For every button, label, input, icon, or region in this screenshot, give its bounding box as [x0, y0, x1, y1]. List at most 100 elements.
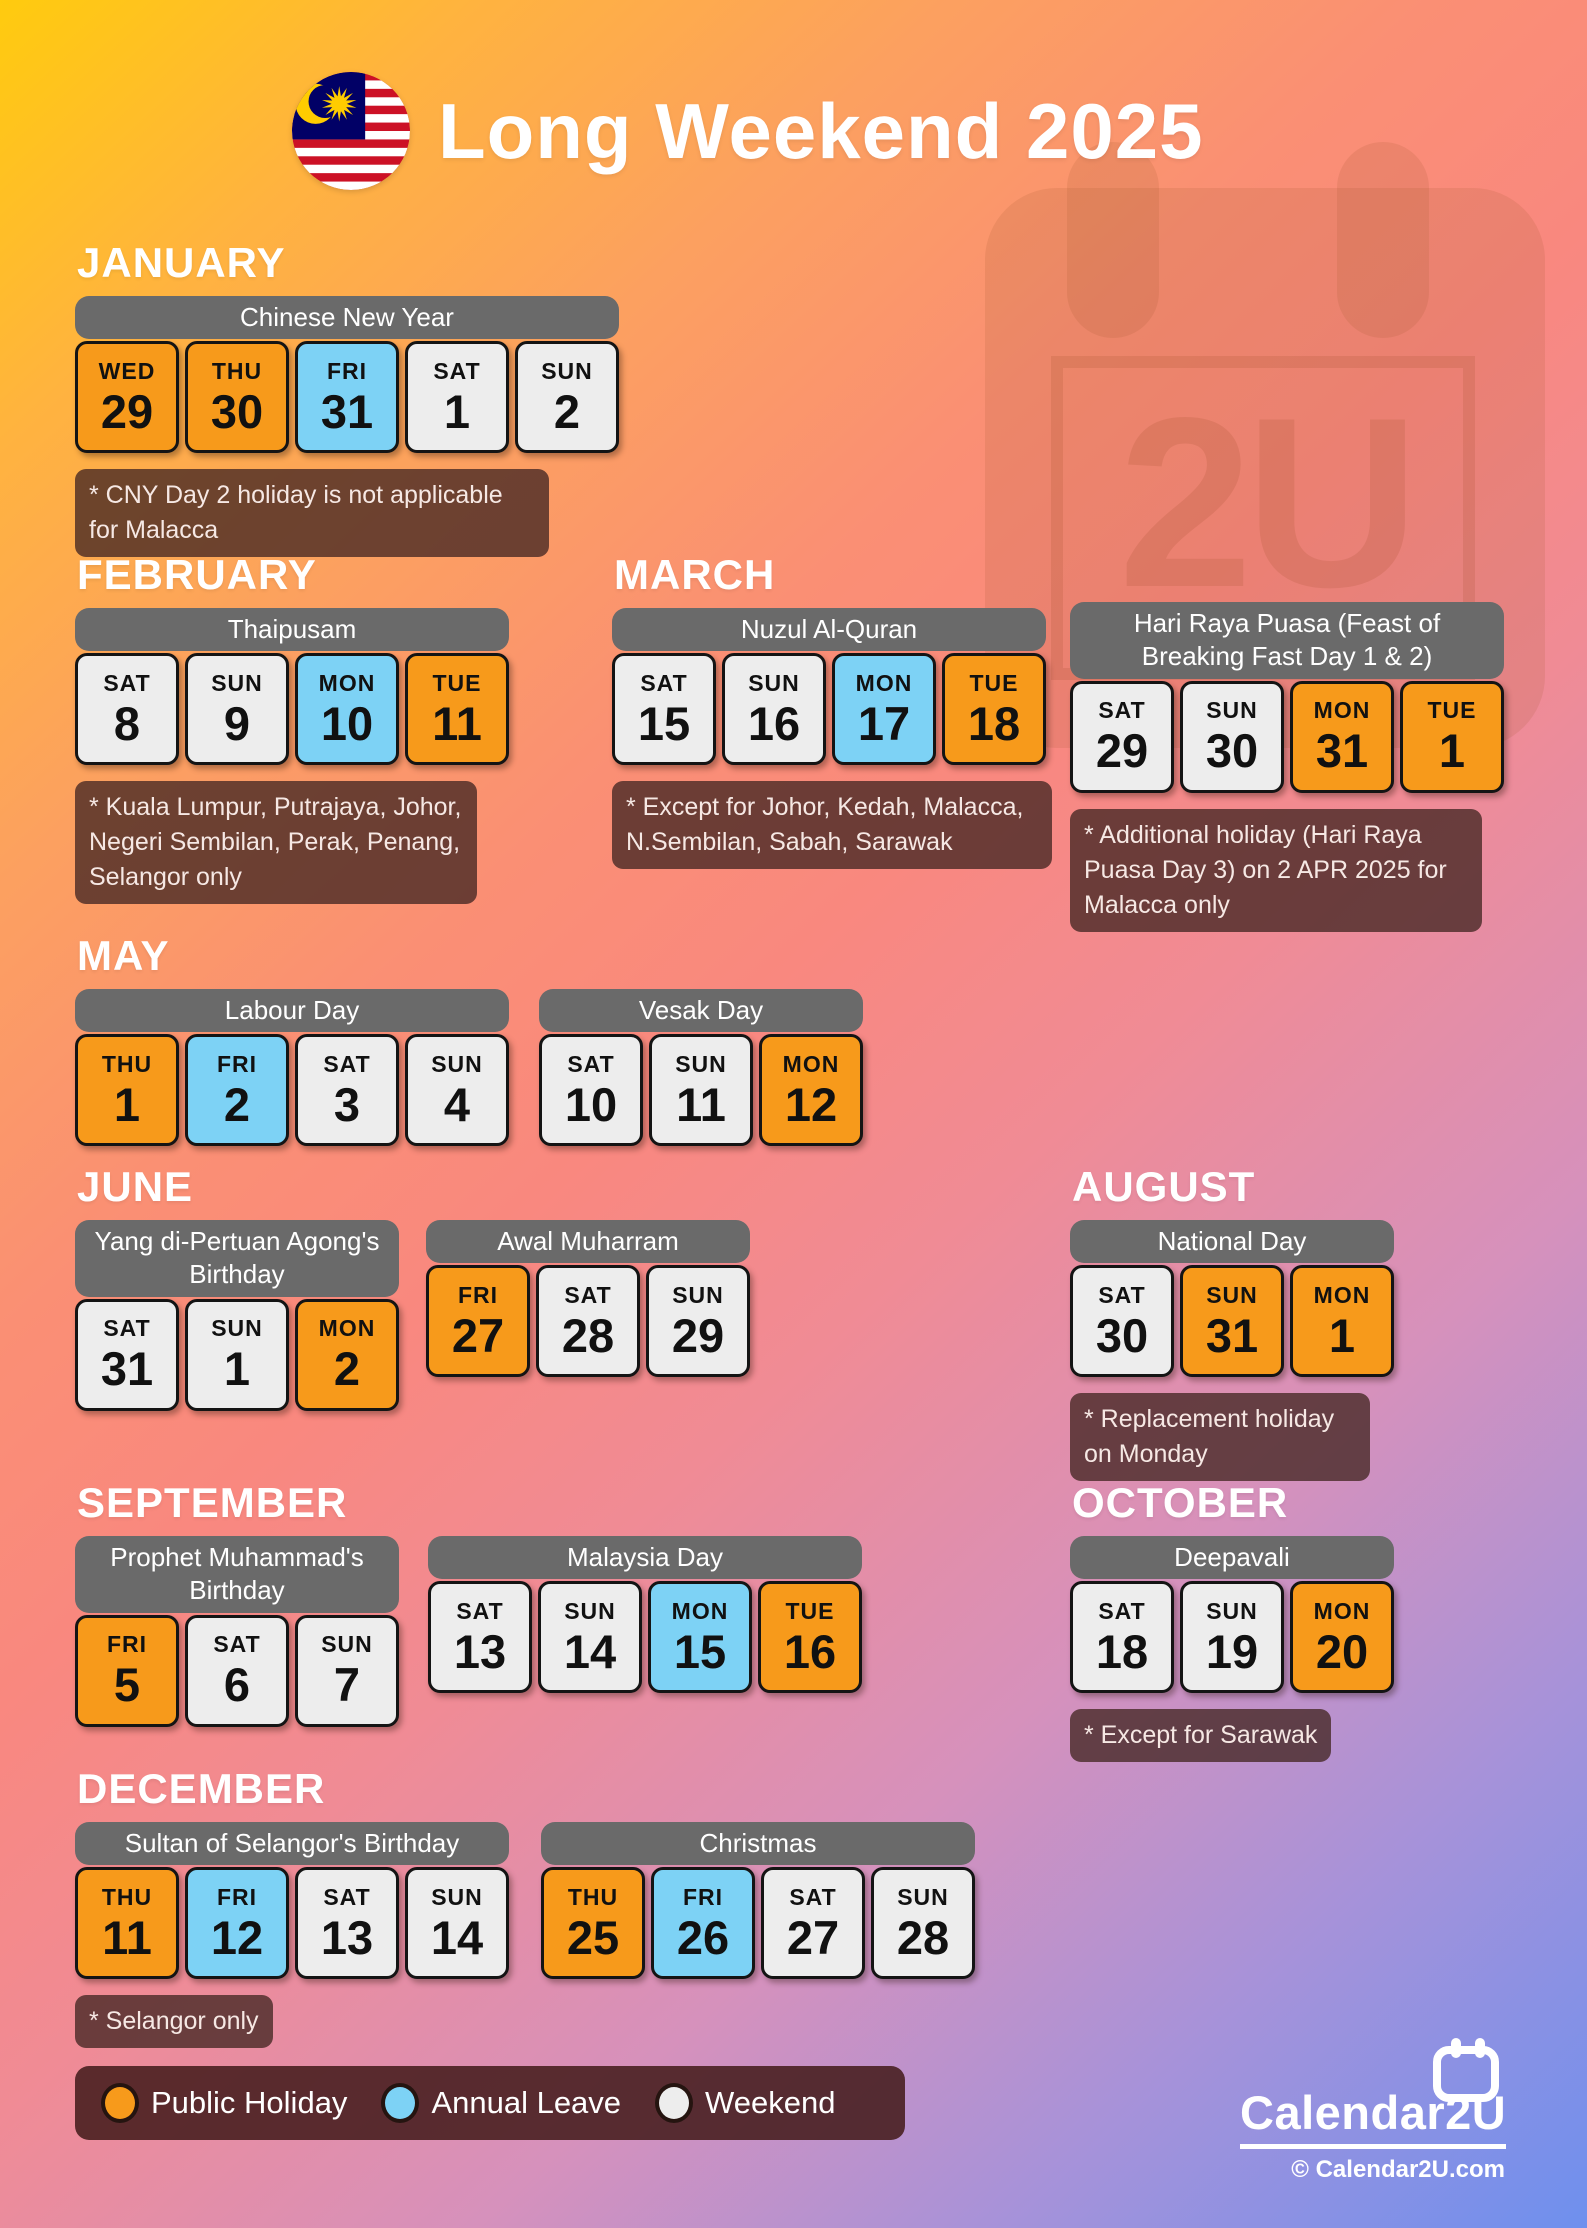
- day-cell-fri-12: FRI 12: [185, 1867, 289, 1980]
- day-cell-fri-26: FRI 26: [651, 1867, 755, 1980]
- day-number: 29: [1095, 724, 1149, 778]
- event-title: Malaysia Day: [428, 1536, 862, 1580]
- day-of-week-label: FRI: [457, 1281, 499, 1308]
- public-holiday-dot-icon: [101, 2083, 139, 2123]
- month-title: JANUARY: [77, 239, 286, 286]
- note-march: * Except for Johor, Kedah, Malacca, N.Se…: [612, 781, 1052, 870]
- day-number: 18: [1095, 1624, 1149, 1678]
- malaysia-flag-icon: [292, 72, 410, 190]
- section-august: AUGUST National Day SAT 30 SUN 31 MON 1 * Rep…: [1070, 1163, 1394, 1482]
- legend-label-annual-leave: Annual Leave: [431, 2085, 622, 2120]
- day-of-week-label: MON: [318, 669, 376, 696]
- day-of-week-label: SUN: [897, 1883, 949, 1910]
- day-of-week-label: FRI: [216, 1050, 258, 1077]
- day-of-week-label: SAT: [789, 1883, 837, 1910]
- day-of-week-label: SAT: [323, 1050, 371, 1077]
- day-number: 30: [1095, 1308, 1149, 1362]
- day-number: 8: [113, 696, 141, 750]
- day-of-week-label: MON: [855, 669, 913, 696]
- event-block-vesak-day: Vesak Day SAT 10 SUN 11 MON 12: [539, 989, 863, 1147]
- day-number: 1: [113, 1077, 141, 1131]
- day-number: 15: [673, 1624, 727, 1678]
- month-title: JUNE: [77, 1163, 194, 1210]
- section-february: FEBRUARY Thaipusam SAT 8 SUN 9 MON 10 TUE 11 * …: [75, 551, 509, 905]
- day-of-week-label: SUN: [211, 669, 263, 696]
- day-cell-thu-11: THU 11: [75, 1867, 179, 1980]
- day-number: 30: [1205, 724, 1259, 778]
- day-row: THU 25 FRI 26 SAT 27 SUN 28: [541, 1867, 975, 1980]
- day-of-week-label: SUN: [211, 1315, 263, 1342]
- day-number: 31: [100, 1342, 154, 1396]
- day-of-week-label: SAT: [103, 669, 151, 696]
- day-cell-sat-29: SAT 29: [1070, 680, 1174, 793]
- day-cell-sat-18: SAT 18: [1070, 1581, 1174, 1694]
- watermark-2u-text: 2U: [1118, 368, 1419, 638]
- day-number: 27: [451, 1308, 505, 1362]
- day-number: 13: [320, 1910, 374, 1964]
- day-cell-tue-16: TUE 16: [758, 1581, 862, 1694]
- calendar2u-logo-icon: [1433, 2038, 1499, 2102]
- day-number: 20: [1315, 1624, 1369, 1678]
- day-cell-sun-1: SUN 1: [185, 1298, 289, 1411]
- day-row: SAT 10 SUN 11 MON 12: [539, 1034, 863, 1147]
- event-title: Labour Day: [75, 989, 509, 1033]
- month-title: OCTOBER: [1072, 1479, 1289, 1526]
- day-of-week-label: TUE: [969, 669, 1019, 696]
- day-cell-sat-28: SAT 28: [536, 1265, 640, 1378]
- day-number: 2: [553, 384, 581, 438]
- section-september: SEPTEMBER Prophet Muhammad's Birthday FR…: [75, 1479, 862, 1727]
- day-cell-sun-9: SUN 9: [185, 653, 289, 766]
- month-title: FEBRUARY: [77, 551, 317, 598]
- day-row: SAT 8 SUN 9 MON 10 TUE 11: [75, 653, 509, 766]
- event-block-sultan-selangor-birthday: Sultan of Selangor's Birthday THU 11 FRI 12…: [75, 1822, 509, 1980]
- day-row: FRI 5 SAT 6 SUN 7: [75, 1614, 399, 1727]
- day-cell-sun-2: SUN 2: [515, 341, 619, 454]
- day-number: 28: [896, 1910, 950, 1964]
- section-may: MAY Labour Day THU 1 FRI 2 SAT 3 SUN 4 Vesak Da…: [75, 932, 863, 1147]
- day-of-week-label: SUN: [1206, 1597, 1258, 1624]
- event-block-hari-raya-puasa: Hari Raya Puasa (Feast of Breaking Fast …: [1070, 602, 1504, 793]
- event-block-awal-muharram: Awal Muharram FRI 27 SAT 28 SUN 29: [426, 1220, 750, 1378]
- day-number: 7: [333, 1658, 361, 1712]
- event-block-deepavali: Deepavali SAT 18 SUN 19 MON 20: [1070, 1536, 1394, 1694]
- event-title: Nuzul Al-Quran: [612, 608, 1046, 652]
- note-october: * Except for Sarawak: [1070, 1709, 1332, 1763]
- day-of-week-label: SAT: [213, 1631, 261, 1658]
- day-of-week-label: SUN: [672, 1281, 724, 1308]
- day-of-week-label: MON: [1313, 697, 1371, 724]
- event-block-christmas: Christmas THU 25 FRI 26 SAT 27 SUN 28: [541, 1822, 975, 1980]
- day-cell-tue-1: TUE 1: [1400, 680, 1504, 793]
- day-row: SAT 18 SUN 19 MON 20: [1070, 1581, 1394, 1694]
- day-number: 1: [443, 384, 471, 438]
- event-title: Yang di-Pertuan Agong's Birthday: [75, 1220, 399, 1297]
- day-of-week-label: SAT: [1098, 1597, 1146, 1624]
- day-cell-sun-14: SUN 14: [538, 1581, 642, 1694]
- day-number: 18: [967, 696, 1021, 750]
- day-number: 31: [1315, 724, 1369, 778]
- event-title: Thaipusam: [75, 608, 509, 652]
- day-cell-sun-29: SUN 29: [646, 1265, 750, 1378]
- day-cell-thu-30: THU 30: [185, 341, 289, 454]
- day-of-week-label: SAT: [433, 357, 481, 384]
- day-of-week-label: MON: [318, 1315, 376, 1342]
- day-cell-sat-1: SAT 1: [405, 341, 509, 454]
- day-number: 1: [223, 1342, 251, 1396]
- day-cell-mon-1: MON 1: [1290, 1265, 1394, 1378]
- day-cell-sun-19: SUN 19: [1180, 1581, 1284, 1694]
- day-of-week-label: FRI: [216, 1883, 258, 1910]
- event-block-agong-birthday: Yang di-Pertuan Agong's Birthday SAT 31 SU…: [75, 1220, 399, 1411]
- note-january: * CNY Day 2 holiday is not applicable fo…: [75, 469, 549, 558]
- note-august: * Replacement holiday on Monday: [1070, 1393, 1370, 1482]
- legend-label-public-holiday: Public Holiday: [151, 2085, 348, 2120]
- day-number: 9: [223, 696, 251, 750]
- day-number: 1: [1438, 724, 1466, 778]
- section-january: JANUARY Chinese New Year WED 29 THU 30 FRI 31…: [75, 239, 619, 558]
- brand-site: © Calendar2U.com: [1291, 2156, 1505, 2184]
- day-of-week-label: SUN: [1206, 1281, 1258, 1308]
- day-of-week-label: SUN: [675, 1050, 727, 1077]
- day-of-week-label: FRI: [106, 1631, 148, 1658]
- day-cell-sat-31: SAT 31: [75, 1298, 179, 1411]
- day-row: SAT 13 SUN 14 MON 15 TUE 16: [428, 1581, 862, 1694]
- event-block-nuzul-al-quran: Nuzul Al-Quran SAT 15 SUN 16 MON 17 TUE 18: [612, 608, 1046, 766]
